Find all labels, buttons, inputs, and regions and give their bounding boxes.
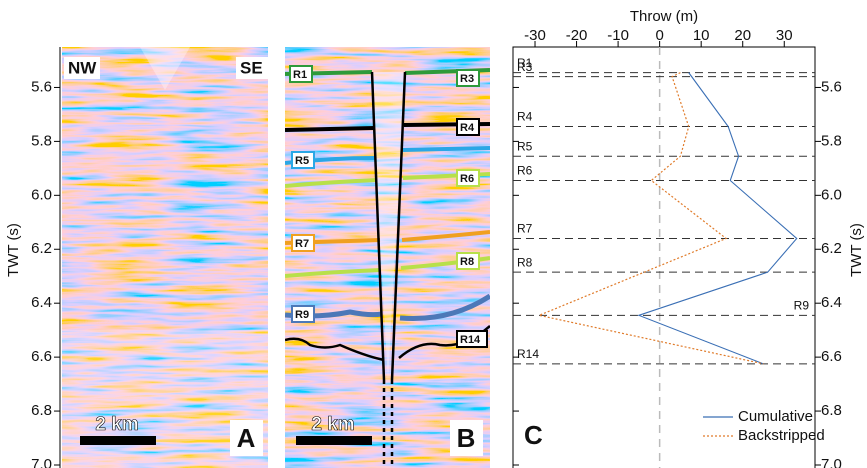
- horizon-label: R6: [517, 164, 533, 178]
- label-box: [64, 57, 100, 79]
- horizon-label: R14: [517, 347, 539, 361]
- y-tick-label: 6.2: [31, 240, 52, 257]
- horizon-labels: R1 R3 R4 R5 R6 R7 R8 R9 R14: [289, 65, 488, 348]
- horizon-label-box: [291, 305, 315, 323]
- x-tick-label: -10: [607, 27, 629, 44]
- plot-frame: [512, 46, 816, 468]
- horizon-label: R1: [293, 69, 307, 81]
- y-tick-label: 6.8: [821, 402, 842, 419]
- legend-label: Cumulative: [738, 408, 813, 425]
- y-tick-label: 6.0: [821, 186, 842, 203]
- x-tick-label: 0: [655, 27, 663, 44]
- y-axis-title: TWT (s): [848, 223, 865, 277]
- y-tick-label: 6.0: [31, 186, 52, 203]
- y-axis-title: TWT (s): [5, 223, 22, 277]
- horizon-label: R6: [460, 173, 474, 185]
- y-tick-label: 6.2: [821, 240, 842, 257]
- horizon-label-box: [456, 169, 480, 187]
- horizon-label: R4: [460, 122, 475, 134]
- legend-label: Backstripped: [738, 427, 825, 444]
- horizon-label: R14: [460, 334, 481, 346]
- y-tick-label: 6.6: [821, 348, 842, 365]
- horizon-label-box: [456, 330, 488, 348]
- y-tick-label: 6.4: [821, 294, 842, 311]
- x-tick-label: 10: [693, 27, 710, 44]
- horizon-label: R7: [517, 222, 533, 236]
- data-line: [637, 72, 798, 365]
- seismic-image-a: [62, 47, 268, 468]
- y-tick-label: 6.4: [31, 294, 52, 311]
- y-tick-label: 7.0: [821, 456, 842, 468]
- horizon-label: R1: [517, 56, 533, 70]
- horizon-label: R4: [517, 110, 533, 124]
- horizon-label: R9: [295, 309, 309, 321]
- x-axis-title: Throw (m): [630, 8, 698, 25]
- scale-label: 2 km: [311, 414, 354, 435]
- y-tick-label: 6.6: [31, 348, 52, 365]
- label-box: [230, 420, 263, 456]
- y-tick-label: 6.8: [31, 402, 52, 419]
- horizon-label: R7: [295, 238, 309, 250]
- x-tick-label: -20: [566, 27, 588, 44]
- horizon-label-box: [456, 118, 480, 136]
- horizon-label: R9: [794, 299, 810, 313]
- y-tick-label: 5.6: [821, 78, 842, 95]
- horizon-label-box: [291, 234, 315, 252]
- y-tick-label: 5.8: [821, 132, 842, 149]
- horizon-label-box: [456, 252, 480, 270]
- seismic-image-b: [285, 47, 490, 468]
- x-tick-label: -30: [524, 27, 546, 44]
- panel-letter: C: [524, 420, 543, 450]
- horizon-label: R5: [295, 155, 309, 167]
- horizon-label: R5: [517, 139, 533, 153]
- horizon-label: R8: [517, 255, 533, 269]
- panel-letter: B: [457, 423, 476, 453]
- y-tick-label: 5.6: [31, 78, 52, 95]
- horizon-label-box: [291, 151, 315, 169]
- scale-bar: [296, 436, 372, 445]
- horizon-label-box: [456, 69, 480, 87]
- data-line: [537, 72, 764, 365]
- x-tick-label: 20: [734, 27, 751, 44]
- horizon-label-box: [289, 65, 313, 83]
- horizon-label: R8: [460, 256, 474, 268]
- scale-label: 2 km: [95, 414, 138, 435]
- horizon-label: R3: [460, 73, 474, 85]
- y-tick-label: 5.8: [31, 132, 52, 149]
- direction-label: NW: [68, 58, 97, 77]
- x-tick-label: 30: [776, 27, 793, 44]
- direction-label: SE: [240, 58, 263, 77]
- label-box: [236, 57, 268, 79]
- label-box: [450, 420, 483, 456]
- scale-bar: [80, 436, 156, 445]
- panel-letter: A: [237, 423, 256, 453]
- y-tick-label: 7.0: [31, 456, 52, 468]
- horizon-label: R3: [517, 60, 533, 74]
